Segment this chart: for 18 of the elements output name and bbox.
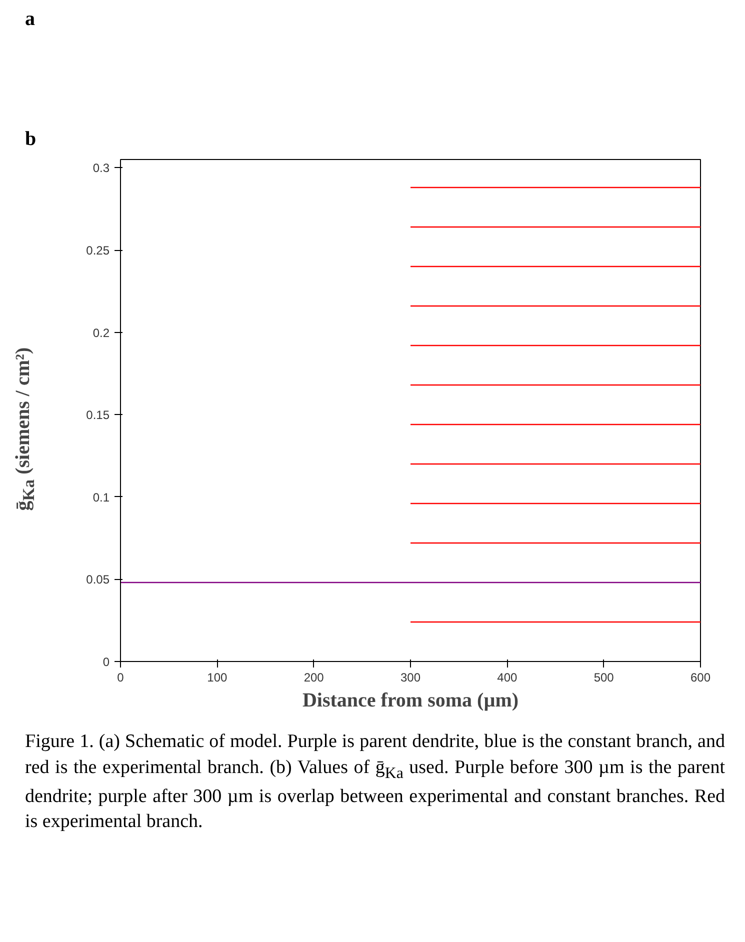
y-tick-label: 0 <box>102 655 110 669</box>
y-tick-label: 0.05 <box>86 572 110 587</box>
y-tick-label: 0.25 <box>86 244 110 258</box>
y-tick-label: 0.3 <box>92 161 110 176</box>
text: a <box>25 7 35 32</box>
caption: Figure 1. (a) Schematic of model. Purple is parent dendrite, blue is the constant branch, and red is the experimental branch. (b) Values of ḡ$_{Ka}$ used. Purple before 300 µm is the parent dendrite; purple after 300 µm is overlap between experimental and constant branches. Red is experimental branch. <box>25 730 725 834</box>
x-tick-label: 200 <box>304 670 324 684</box>
x-tick-label: 100 <box>207 670 228 684</box>
x-tick-label: 0 <box>117 670 124 684</box>
y-tick-label: 0.1 <box>92 490 110 504</box>
text: b <box>25 127 36 152</box>
x-tick-label: 300 <box>400 670 421 684</box>
y-tick-label: 0.2 <box>92 326 110 340</box>
y-tick-label: 0.15 <box>86 408 110 422</box>
x-tick-label: 600 <box>690 670 711 684</box>
x-tick-label: 400 <box>497 670 518 684</box>
x-tick-label: 500 <box>594 670 614 684</box>
x-axis-title: Distance from soma (µm) <box>302 690 519 712</box>
